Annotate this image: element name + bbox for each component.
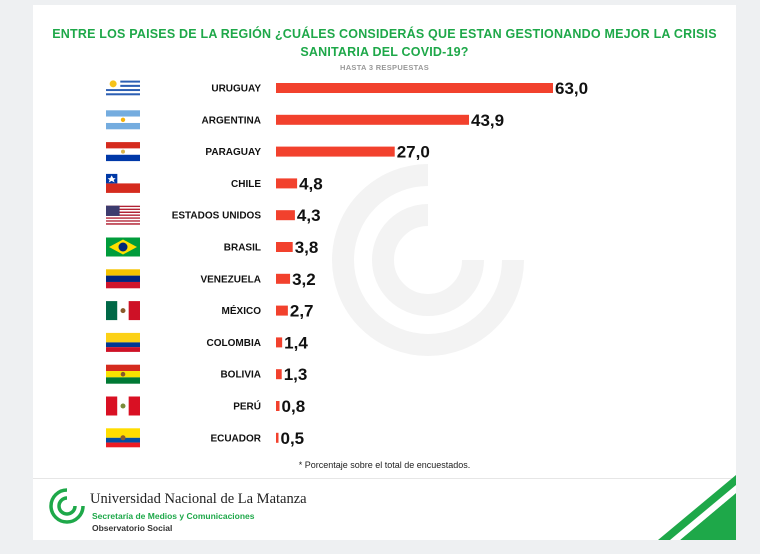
bar-bolivia — [276, 369, 282, 380]
value-label-mexico: 2,7 — [290, 302, 314, 321]
venezuela-flag-icon — [106, 269, 140, 289]
value-label-ecuador: 0,5 — [281, 429, 305, 448]
value-label-peru: 0,8 — [282, 397, 306, 416]
secretaria-name: Secretaría de Medios y Comunicaciones — [92, 511, 255, 521]
argentina-flag-icon — [106, 110, 140, 130]
bar-brasil — [276, 242, 293, 252]
value-label-uruguay: 63,0 — [555, 79, 588, 98]
value-label-chile: 4,8 — [299, 174, 323, 193]
category-label-brasil: BRASIL — [224, 243, 261, 254]
corner-stripes-decoration — [658, 475, 736, 540]
watermark-logo-icon — [332, 164, 524, 356]
value-label-brasil: 3,8 — [295, 238, 319, 257]
chart-card: ENTRE LOS PAISES DE LA REGIÓN ¿CUÁLES CO… — [33, 5, 736, 540]
bar-venezuela — [276, 273, 291, 284]
uruguay-flag-icon — [106, 78, 140, 98]
university-name: Universidad Nacional de La Matanza — [90, 491, 307, 507]
bar-estados-unidos — [276, 210, 295, 221]
unlam-logo-icon — [49, 488, 85, 524]
bar-argentina — [276, 114, 470, 125]
category-label-paraguay: PARAGUAY — [205, 147, 261, 158]
bar-chart: URUGUAY 63,0 ARGENTINA 43,9 PARAGUAY 27,0 CHIL… — [106, 78, 588, 448]
bar-peru — [276, 401, 280, 411]
footnote: * Porcentaje sobre el total de encuestad… — [298, 460, 471, 470]
chart-subtitle: HASTA 3 RESPUESTAS — [339, 63, 430, 72]
value-label-colombia: 1,4 — [284, 333, 308, 352]
chart-title: ENTRE LOS PAISES DE LA REGIÓN ¿CUÁLES CO… — [33, 25, 736, 61]
peru-flag-icon — [106, 396, 140, 416]
bar-chile — [276, 178, 298, 189]
category-label-colombia: COLOMBIA — [207, 338, 261, 349]
bar-uruguay — [276, 83, 553, 93]
chart-title-line-1: ENTRE LOS PAISES DE LA REGIÓN ¿CUÁLES CO… — [52, 27, 717, 41]
brazil-flag-icon — [106, 237, 140, 257]
category-label-chile: CHILE — [231, 179, 261, 190]
value-label-argentina: 43,9 — [471, 111, 504, 130]
observatorio-name: Observatorio Social — [92, 523, 173, 533]
paraguay-flag-icon — [106, 142, 140, 162]
ecuador-flag-icon — [106, 428, 140, 448]
colombia-flag-icon — [106, 332, 140, 352]
category-label-mexico: MÉXICO — [222, 304, 262, 317]
chart-title-line-2: SANITARIA DEL COVID-19? — [300, 45, 469, 59]
category-label-venezuela: VENEZUELA — [200, 274, 261, 285]
value-label-estados-unidos: 4,3 — [297, 206, 321, 225]
usa-flag-icon — [106, 205, 140, 225]
category-label-ecuador: ECUADOR — [210, 433, 261, 444]
category-label-argentina: ARGENTINA — [202, 115, 261, 126]
bar-ecuador — [276, 432, 279, 443]
chile-flag-icon — [106, 173, 140, 193]
mexico-flag-icon — [106, 301, 140, 321]
bar-colombia — [276, 337, 283, 348]
bolivia-flag-icon — [106, 364, 140, 384]
bar-mexico — [276, 305, 288, 316]
category-label-estados-unidos: ESTADOS UNIDOS — [172, 211, 262, 222]
category-label-uruguay: URUGUAY — [211, 84, 261, 95]
value-label-bolivia: 1,3 — [284, 365, 308, 384]
category-label-peru: PERÚ — [233, 400, 261, 413]
category-label-bolivia: BOLIVIA — [220, 370, 261, 381]
bar-paraguay — [276, 146, 395, 157]
value-label-paraguay: 27,0 — [397, 143, 430, 162]
value-label-venezuela: 3,2 — [292, 270, 316, 289]
footer-divider — [33, 478, 736, 479]
